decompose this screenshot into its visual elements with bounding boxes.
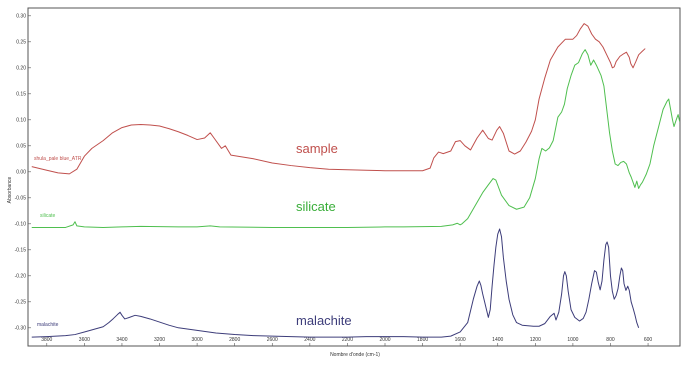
sample-file-label: shula_pale blue_ATR <box>34 156 82 162</box>
malachite-file-label: malachite <box>37 322 59 328</box>
y-tick-label: -0.25 <box>15 300 27 306</box>
y-tick-label: -0.10 <box>15 222 27 228</box>
x-tick-label: 3800 <box>41 337 52 343</box>
x-tick-label: 1400 <box>492 337 503 343</box>
x-tick-label: 3200 <box>154 337 165 343</box>
x-axis-title: Nombre d'onde (cm-1) <box>330 352 380 358</box>
y-tick-label: 0.15 <box>16 92 26 98</box>
y-tick-label: 0.10 <box>16 118 26 124</box>
y-tick-label: 0.30 <box>16 14 26 20</box>
series-layer <box>31 23 681 338</box>
x-tick-label: 3400 <box>116 337 127 343</box>
x-tick-label: 2200 <box>342 337 353 343</box>
series-line-malachite <box>31 228 640 338</box>
y-tick-label: -0.05 <box>15 196 27 202</box>
silicate-series-label: silicate <box>296 199 336 214</box>
x-tick-label: 2800 <box>229 337 240 343</box>
x-tick-label: 2400 <box>304 337 315 343</box>
x-tick-label: 1800 <box>417 337 428 343</box>
y-tick-label: -0.15 <box>15 248 27 254</box>
y-axis: 0.30 0.25 0.20 0.15 0.10 0.05 0.00 -0.05 -0.10 -0… <box>15 14 31 332</box>
x-tick-label: 1600 <box>455 337 466 343</box>
malachite-series-label: malachite <box>296 313 352 328</box>
y-tick-label: 0.20 <box>16 66 26 72</box>
x-tick-label: 3600 <box>79 337 90 343</box>
x-tick-label: 2000 <box>379 337 390 343</box>
plot-frame <box>27 7 681 347</box>
x-tick-label: 800 <box>606 337 615 343</box>
sample-series-label: sample <box>296 141 338 156</box>
y-tick-label: 0.05 <box>16 144 26 150</box>
x-tick-label: 1200 <box>530 337 541 343</box>
y-axis-title: Absorbance <box>7 176 13 203</box>
x-tick-label: 1000 <box>567 337 578 343</box>
y-tick-label: 0.00 <box>16 170 26 176</box>
silicate-file-label: silicate <box>40 213 56 219</box>
series-line-sample <box>31 23 646 175</box>
x-tick-label: 2600 <box>267 337 278 343</box>
y-tick-label: -0.20 <box>15 274 27 280</box>
x-tick-label: 600 <box>644 337 653 343</box>
x-axis: 3800 3600 3400 3200 3000 2800 2600 2400 2200 2000… <box>41 337 652 346</box>
x-tick-label: 3000 <box>192 337 203 343</box>
y-tick-label: 0.25 <box>16 40 26 46</box>
series-line-silicate <box>31 49 681 228</box>
y-tick-label: -0.30 <box>15 326 27 332</box>
